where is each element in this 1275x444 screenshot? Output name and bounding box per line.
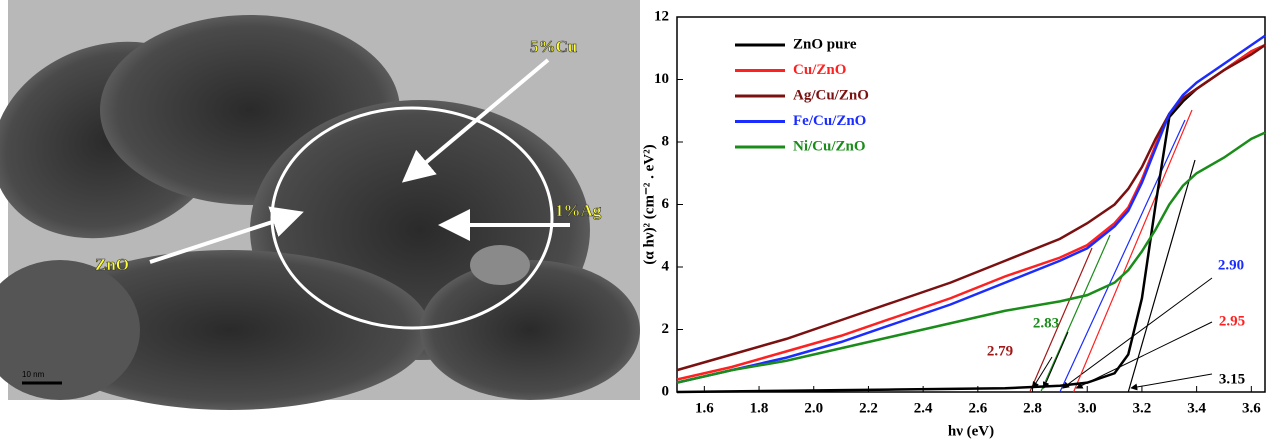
tangent-line bbox=[1127, 159, 1196, 393]
x-tick-label: 1.6 bbox=[695, 400, 714, 416]
x-tick-label: 1.8 bbox=[750, 400, 769, 416]
tangent-line bbox=[1040, 234, 1111, 393]
annotation-arrow bbox=[1032, 356, 1053, 389]
annotation-label: 2.90 bbox=[1218, 257, 1244, 273]
tem-label: ZnO bbox=[95, 255, 129, 274]
tangent-line bbox=[1059, 119, 1186, 393]
x-axis-label: hν (eV) bbox=[948, 423, 994, 439]
x-tick-label: 3.6 bbox=[1242, 400, 1261, 416]
x-tick-label: 2.2 bbox=[859, 400, 878, 416]
x-tick-label: 3.4 bbox=[1187, 400, 1206, 416]
tem-image: 5%Cu 1%Ag ZnO 10 nm bbox=[0, 0, 640, 410]
annotation-label: 2.79 bbox=[987, 343, 1013, 359]
plot-frame bbox=[676, 16, 1266, 393]
annotation-label: 2.95 bbox=[1219, 313, 1245, 329]
annotation-label: 2.83 bbox=[1033, 315, 1059, 331]
legend-label: Fe/Cu/ZnO bbox=[793, 113, 866, 129]
scale-bar-label: 10 nm bbox=[22, 370, 45, 379]
y-tick-label: 10 bbox=[654, 71, 669, 87]
annotation-arrow bbox=[1062, 277, 1213, 389]
annotation-arrow bbox=[1130, 373, 1213, 391]
x-tick-label: 2.4 bbox=[914, 400, 933, 416]
annotation-arrow bbox=[1075, 321, 1213, 389]
x-tick-label: 2.0 bbox=[804, 400, 823, 416]
legend-label: Ag/Cu/ZnO bbox=[793, 87, 869, 103]
y-tick-label: 8 bbox=[662, 133, 670, 149]
y-tick-label: 6 bbox=[662, 196, 670, 212]
tangent-line bbox=[1073, 109, 1193, 393]
x-tick-label: 2.6 bbox=[968, 400, 987, 416]
series-line bbox=[676, 131, 1266, 384]
legend-label: Cu/ZnO bbox=[793, 62, 846, 78]
legend-label: ZnO pure bbox=[793, 36, 857, 52]
y-tick-label: 12 bbox=[654, 8, 669, 24]
tem-label: 1%Ag bbox=[555, 201, 602, 220]
tangent-line bbox=[1029, 247, 1093, 393]
tem-label: 5%Cu bbox=[530, 37, 577, 56]
annotation-arrow bbox=[1042, 331, 1069, 389]
x-tick-label: 2.8 bbox=[1023, 400, 1042, 416]
y-tick-label: 4 bbox=[662, 258, 670, 274]
series-line bbox=[676, 34, 1266, 384]
legend-label: Ni/Cu/ZnO bbox=[793, 138, 866, 154]
series-line bbox=[676, 44, 1266, 372]
y-tick-label: 2 bbox=[662, 321, 670, 337]
y-tick-label: 0 bbox=[662, 383, 670, 399]
x-tick-label: 3.0 bbox=[1078, 400, 1097, 416]
annotation-label: 3.15 bbox=[1219, 371, 1245, 387]
y-axis-label: (α hν)² (cm⁻² . eV²) bbox=[641, 144, 657, 264]
x-tick-label: 3.2 bbox=[1133, 400, 1152, 416]
